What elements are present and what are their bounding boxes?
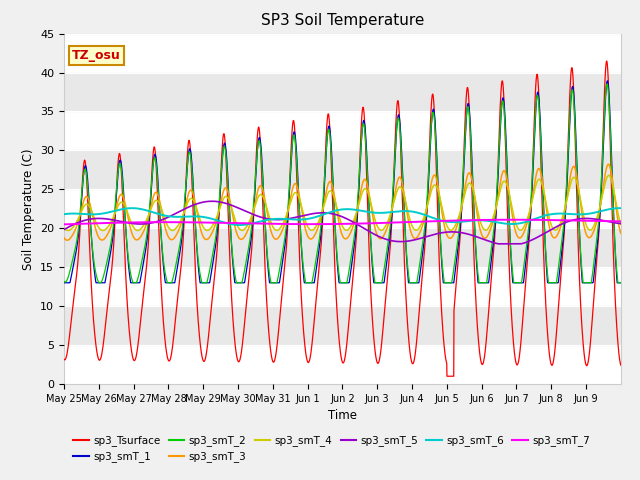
sp3_smT_1 <box>617 280 625 286</box>
Line: sp3_smT_7: sp3_smT_7 <box>64 220 621 224</box>
sp3_smT_1 <box>60 280 68 286</box>
sp3_smT_6 <box>116 207 124 213</box>
sp3_Tsurface <box>510 348 518 353</box>
sp3_smT_7 <box>116 220 124 226</box>
sp3_smT_4 <box>510 215 518 220</box>
sp3_Tsurface <box>376 355 383 361</box>
sp3_smT_4 <box>609 185 617 191</box>
sp3_smT_4 <box>236 227 244 232</box>
sp3_smT_5 <box>542 230 550 236</box>
Line: sp3_smT_6: sp3_smT_6 <box>64 208 621 225</box>
sp3_smT_1 <box>376 280 383 286</box>
sp3_smT_3 <box>236 236 244 242</box>
sp3_smT_3 <box>510 223 518 229</box>
sp3_smT_1 <box>510 280 518 286</box>
Line: sp3_Tsurface: sp3_Tsurface <box>64 61 621 376</box>
sp3_smT_5 <box>376 234 384 240</box>
Y-axis label: Soil Temperature (C): Soil Temperature (C) <box>22 148 35 270</box>
sp3_Tsurface <box>617 362 625 368</box>
sp3_Tsurface <box>116 151 124 156</box>
sp3_smT_4 <box>605 172 612 178</box>
sp3_smT_2 <box>542 247 550 252</box>
sp3_smT_1 <box>541 246 549 252</box>
Text: TZ_osu: TZ_osu <box>72 49 121 62</box>
sp3_smT_5 <box>60 227 68 232</box>
sp3_smT_7 <box>60 221 68 227</box>
Bar <box>64 228 621 267</box>
sp3_smT_5 <box>494 241 502 247</box>
sp3_smT_4 <box>542 198 550 204</box>
Bar <box>64 150 621 189</box>
sp3_smT_7 <box>509 217 517 223</box>
sp3_smT_2 <box>236 280 244 286</box>
sp3_Tsurface <box>609 249 617 254</box>
sp3_smT_2 <box>510 280 518 286</box>
sp3_smT_3 <box>63 237 71 243</box>
sp3_smT_6 <box>542 213 550 218</box>
sp3_smT_3 <box>376 236 384 241</box>
sp3_smT_2 <box>116 160 124 166</box>
X-axis label: Time: Time <box>328 409 357 422</box>
sp3_smT_4 <box>60 225 68 231</box>
sp3_smT_6 <box>60 211 68 217</box>
sp3_smT_5 <box>116 218 124 224</box>
sp3_smT_6 <box>510 221 518 227</box>
sp3_smT_6 <box>617 205 625 211</box>
sp3_smT_6 <box>609 206 617 212</box>
sp3_smT_2 <box>617 280 625 286</box>
sp3_smT_7 <box>609 218 617 224</box>
sp3_smT_4 <box>64 228 72 233</box>
sp3_smT_4 <box>617 221 625 227</box>
sp3_smT_5 <box>609 220 617 226</box>
sp3_smT_7 <box>510 217 518 223</box>
sp3_smT_3 <box>605 161 612 167</box>
sp3_Tsurface <box>60 356 68 362</box>
sp3_Tsurface <box>236 357 244 363</box>
sp3_smT_1 <box>236 280 244 286</box>
sp3_smT_2 <box>603 81 611 87</box>
sp3_smT_2 <box>60 278 68 284</box>
Line: sp3_smT_5: sp3_smT_5 <box>64 201 621 244</box>
sp3_smT_2 <box>95 280 103 286</box>
sp3_Tsurface <box>443 373 451 379</box>
sp3_Tsurface <box>603 58 611 64</box>
sp3_smT_7 <box>617 218 625 224</box>
Line: sp3_smT_4: sp3_smT_4 <box>64 175 621 230</box>
Bar <box>64 306 621 345</box>
sp3_smT_1 <box>609 198 617 204</box>
sp3_smT_6 <box>376 210 384 216</box>
Legend: sp3_Tsurface, sp3_smT_1, sp3_smT_2, sp3_smT_3, sp3_smT_4, sp3_smT_5, sp3_smT_6, : sp3_Tsurface, sp3_smT_1, sp3_smT_2, sp3_… <box>69 431 594 467</box>
Line: sp3_smT_2: sp3_smT_2 <box>64 84 621 283</box>
sp3_smT_7 <box>376 220 383 226</box>
sp3_smT_3 <box>609 184 617 190</box>
sp3_smT_5 <box>617 221 625 227</box>
sp3_smT_6 <box>616 205 623 211</box>
sp3_smT_3 <box>542 201 550 207</box>
sp3_smT_3 <box>617 230 625 236</box>
Title: SP3 Soil Temperature: SP3 Soil Temperature <box>260 13 424 28</box>
sp3_smT_3 <box>116 192 124 198</box>
sp3_smT_3 <box>60 235 68 240</box>
Line: sp3_smT_1: sp3_smT_1 <box>64 81 621 283</box>
sp3_smT_2 <box>609 207 617 213</box>
sp3_smT_6 <box>236 222 244 228</box>
sp3_smT_1 <box>604 78 611 84</box>
sp3_smT_7 <box>542 217 550 223</box>
sp3_Tsurface <box>542 298 550 304</box>
sp3_smT_2 <box>376 280 384 286</box>
sp3_smT_5 <box>236 206 244 212</box>
sp3_smT_1 <box>116 158 124 164</box>
sp3_smT_7 <box>236 220 244 226</box>
sp3_smT_5 <box>511 241 518 247</box>
Bar <box>64 72 621 111</box>
sp3_smT_5 <box>208 198 216 204</box>
sp3_smT_6 <box>236 222 243 228</box>
sp3_smT_4 <box>376 227 384 233</box>
Line: sp3_smT_3: sp3_smT_3 <box>64 164 621 240</box>
sp3_smT_4 <box>116 200 124 206</box>
